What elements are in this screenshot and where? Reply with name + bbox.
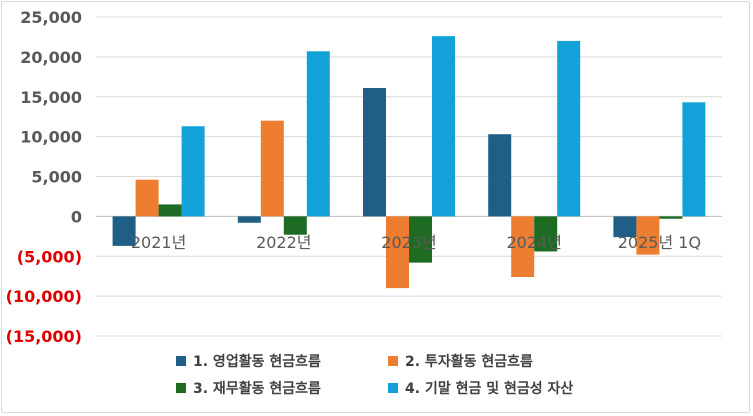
legend: 1. 영업활동 현금흐름 2. 투자활동 현금흐름 3. 재무활동 현금흐름 4. 기… xyxy=(176,353,573,397)
y-tick-label: (10,000) xyxy=(6,287,82,306)
bar-2-5 xyxy=(636,216,660,255)
bar-1-5 xyxy=(613,216,637,238)
legend-label-3: 3. 재무활동 현금흐름 xyxy=(193,380,321,397)
y-tick-label: 10,000 xyxy=(20,128,82,147)
bar-4-1 xyxy=(181,126,205,217)
legend-swatch-2 xyxy=(388,356,398,366)
bar-2-2 xyxy=(260,120,284,217)
bar-2-1 xyxy=(135,179,159,217)
y-tick-label: 5,000 xyxy=(31,168,82,187)
bar-4-5 xyxy=(682,102,706,217)
bar-4-3 xyxy=(432,36,455,217)
x-category-label: 2021년 xyxy=(131,233,186,252)
x-axis-categories: 2021년 2022년 2023년 2024년 2025년 1Q xyxy=(131,233,701,252)
legend-label-2: 2. 투자활동 현금흐름 xyxy=(405,353,533,370)
bar-3-5 xyxy=(659,216,683,219)
x-category-label: 2023년 xyxy=(381,233,436,252)
y-axis-ticks: 25,000 20,000 15,000 10,000 5,000 0 (5,000) (10… xyxy=(6,8,82,346)
bars xyxy=(112,36,706,289)
legend-swatch-4 xyxy=(388,383,398,393)
bar-1-1 xyxy=(112,216,136,246)
legend-swatch-1 xyxy=(176,356,186,366)
y-tick-label: (15,000) xyxy=(6,327,82,346)
legend-swatch-3 xyxy=(176,383,186,393)
bar-3-4 xyxy=(534,216,558,252)
x-category-label: 2022년 xyxy=(256,233,311,252)
legend-label-4: 4. 기말 현금 및 현금성 자산 xyxy=(405,380,573,397)
bar-4-4 xyxy=(557,40,581,217)
legend-label-1: 1. 영업활동 현금흐름 xyxy=(193,353,321,370)
bar-2-3 xyxy=(386,216,409,289)
x-category-label: 2024년 xyxy=(506,233,561,252)
bar-2-4 xyxy=(511,216,535,277)
y-tick-label: 20,000 xyxy=(20,48,82,67)
x-category-label: 2025년 1Q xyxy=(618,233,701,252)
bar-4-2 xyxy=(306,51,330,217)
bar-1-3 xyxy=(363,87,386,217)
y-tick-label: 15,000 xyxy=(20,88,82,107)
bar-3-2 xyxy=(283,216,307,235)
bar-3-1 xyxy=(158,204,182,217)
y-tick-label: (5,000) xyxy=(17,247,82,266)
y-tick-label: 0 xyxy=(71,207,82,226)
bar-1-2 xyxy=(237,216,261,223)
y-tick-label: 25,000 xyxy=(20,8,82,27)
bar-3-3 xyxy=(409,216,432,263)
bar-1-4 xyxy=(488,134,512,217)
